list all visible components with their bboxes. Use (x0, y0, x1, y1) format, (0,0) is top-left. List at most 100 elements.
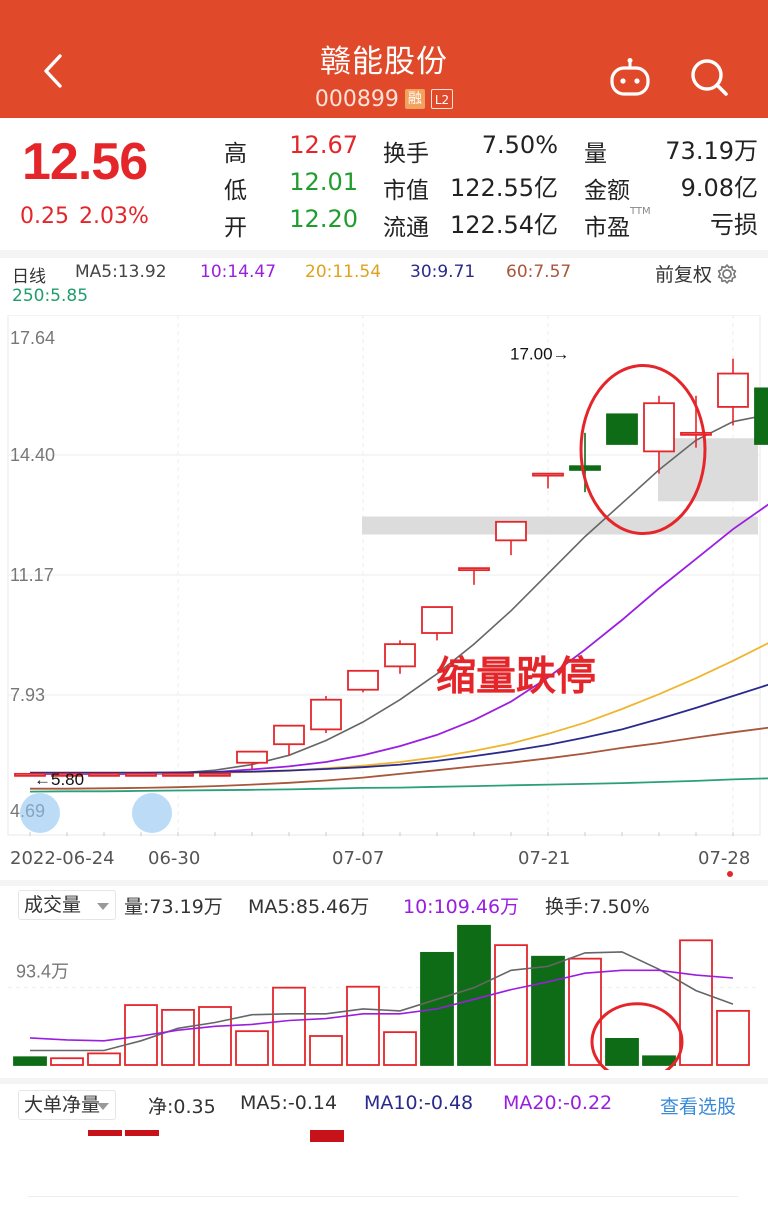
volume-turnover: 换手:7.50% (545, 896, 650, 918)
candle-body (569, 465, 601, 471)
highlight-circle (590, 1002, 684, 1070)
volume-bar (198, 1006, 232, 1066)
volume-bar (568, 957, 602, 1066)
change-value: 0.25 (20, 204, 69, 229)
indicator-select-label: 大单净量 (24, 1094, 101, 1116)
latest-date-marker (727, 871, 733, 877)
ma-line-250 (29, 777, 768, 793)
volume-bar (383, 1031, 417, 1066)
candle-body (347, 669, 379, 691)
robot-assistant-icon[interactable] (608, 56, 652, 100)
dropdown-arrow-icon (97, 903, 109, 910)
candle-body (421, 606, 453, 634)
volume-value: 73.19万 (665, 137, 758, 165)
high-label: 高 (224, 141, 247, 167)
stock-name: 赣能股份 (320, 44, 448, 80)
bigorder-ma5: MA5:-0.14 (240, 1092, 338, 1114)
ma60-legend: 60:7.57 (506, 262, 572, 282)
pe-ttm-sup: TTM (630, 206, 651, 217)
candle-body (458, 567, 490, 572)
volume-bar (605, 1038, 639, 1066)
ma250-legend: 250:5.85 (12, 286, 89, 306)
min-price-annotation: ←5.80 (34, 770, 84, 789)
bigorder-chart (88, 1130, 344, 1142)
candle (495, 520, 527, 556)
search-icon[interactable] (688, 56, 732, 100)
volume-bar (494, 944, 528, 1066)
volume-bar (13, 1056, 47, 1066)
candle-body (495, 520, 527, 542)
zoom-handle (132, 793, 172, 833)
candle (532, 472, 564, 489)
ma10-legend: 10:14.47 (200, 262, 277, 282)
candle (458, 567, 490, 585)
back-chevron-icon[interactable] (34, 50, 76, 92)
candle (606, 413, 638, 445)
period-label[interactable]: 日线 (12, 267, 46, 287)
candle-body (717, 372, 749, 408)
volume-bar (716, 1009, 750, 1066)
volume-bar (161, 1009, 195, 1066)
candle (14, 772, 46, 777)
volume-bar (50, 1057, 84, 1066)
volume-ma10-line (29, 969, 734, 1042)
volume-chart[interactable]: 93.4万 (0, 920, 768, 1070)
candle (717, 358, 749, 426)
volume-bar (457, 924, 491, 1066)
adjust-button[interactable]: 前复权 (655, 260, 738, 287)
indicator-select-bigorder[interactable]: 大单净量 (18, 1090, 116, 1120)
app-header: 赣能股份 000899 融 L2 (0, 0, 768, 118)
scroll-left-handle (20, 793, 60, 833)
open-value: 12.20 (289, 205, 358, 233)
limit-down-annotation: 缩量跌停 (436, 653, 596, 699)
y-tick-label: 17.64 (10, 328, 55, 348)
volume-ma5-line (30, 951, 734, 1052)
change-percent: 2.03% (78, 204, 149, 229)
candle (347, 669, 379, 693)
x-tick-label: 06-30 (148, 848, 201, 869)
amount-label: 金额 (584, 178, 630, 204)
pe-label: 市盈TTM (584, 206, 651, 242)
low-label: 低 (224, 178, 247, 204)
candle (162, 772, 194, 777)
margin-tag: 融 (404, 89, 425, 109)
last-price: 12.56 (22, 133, 148, 191)
x-tick-label: 07-28 (698, 848, 751, 869)
candle-body (88, 772, 120, 777)
candle-body (199, 772, 231, 777)
candle-body (162, 772, 194, 777)
bigorder-bar (88, 1130, 122, 1136)
candle (199, 772, 231, 777)
divider (0, 880, 768, 886)
float-label: 流通 (383, 215, 429, 241)
volume-bar (235, 1030, 269, 1066)
ma-line-60 (30, 726, 768, 790)
max-price-annotation: 17.00→ (510, 345, 570, 364)
open-label: 开 (224, 215, 247, 241)
amount-value: 9.08亿 (680, 174, 758, 202)
gear-icon (716, 263, 738, 285)
x-tick-label: 2022-06-24 (10, 848, 115, 869)
x-tick-label: 07-21 (518, 848, 571, 869)
x-tick-label: 07-07 (332, 848, 385, 869)
indicator-select-volume[interactable]: 成交量 (18, 890, 116, 920)
volume-bar (272, 986, 306, 1066)
y-tick-label: 7.93 (10, 685, 45, 705)
y-tick-label: 14.40 (10, 445, 55, 465)
bigorder-bar (310, 1130, 344, 1142)
candle-body (754, 387, 768, 445)
low-value: 12.01 (289, 168, 358, 196)
mktcap-value: 122.55亿 (450, 174, 558, 202)
indicator-select-label: 成交量 (24, 894, 82, 916)
divider (28, 1196, 738, 1197)
volume-label: 量 (584, 141, 607, 167)
volume-summary: 量:73.19万 (124, 896, 223, 918)
ma-line-10 (30, 503, 768, 775)
candle (125, 772, 157, 777)
select-stocks-link[interactable]: 查看选股 (660, 1096, 737, 1118)
candle-body (643, 402, 675, 453)
level2-tag: L2 (430, 89, 454, 109)
y-tick-label: 11.17 (10, 565, 54, 585)
volume-bar (531, 955, 565, 1066)
